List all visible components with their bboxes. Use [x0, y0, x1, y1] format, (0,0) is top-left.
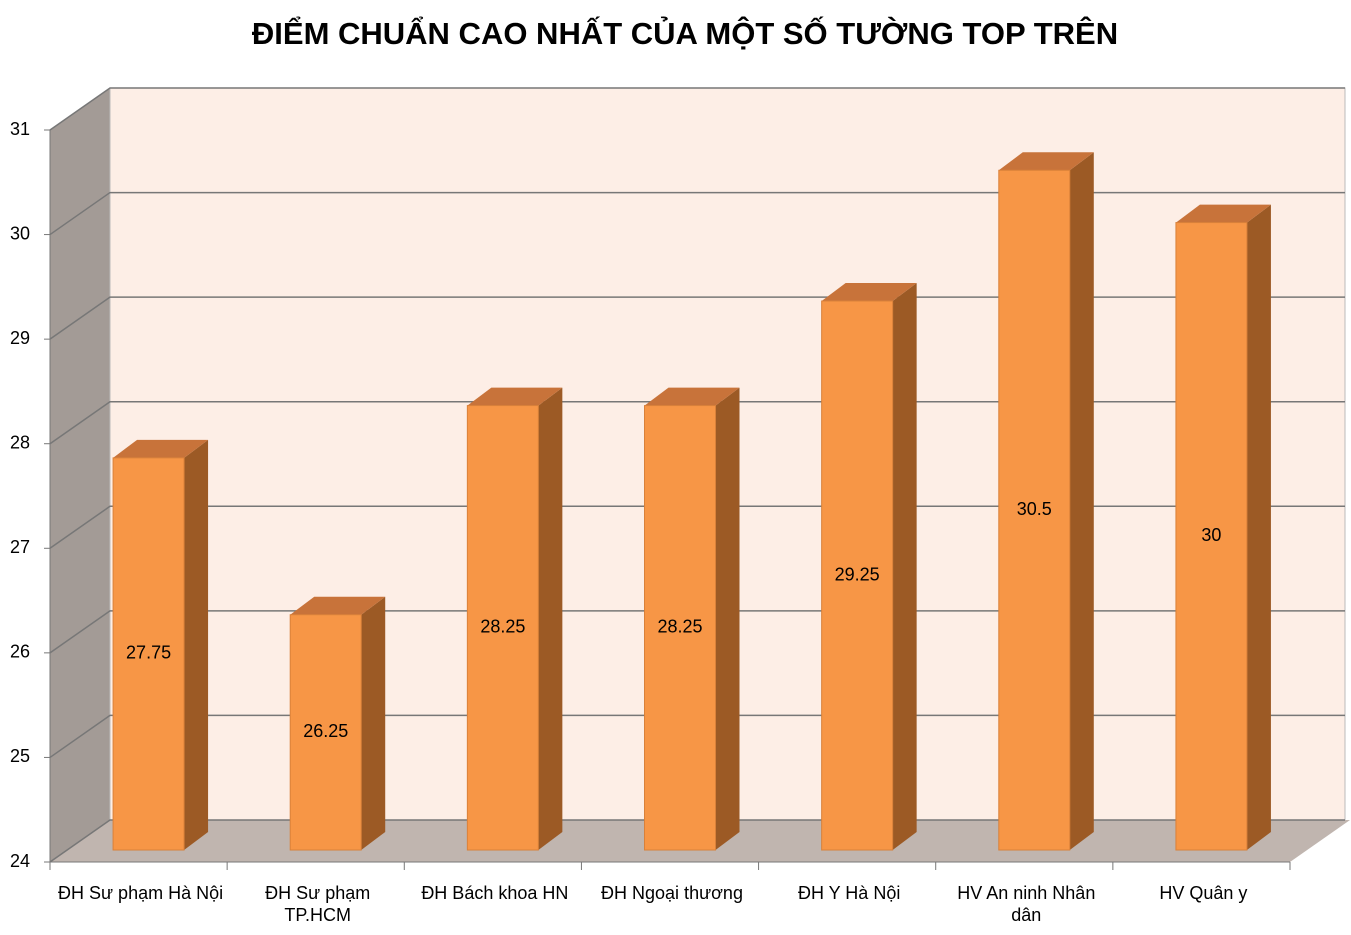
y-tick-label: 24: [10, 851, 30, 871]
y-tick-label: 27: [10, 537, 30, 557]
bar-side: [1069, 152, 1094, 851]
x-tick-label: HV An ninh Nhân dân: [957, 883, 1096, 925]
value-label: 27.75: [126, 643, 171, 663]
value-label: 28.25: [480, 617, 525, 637]
bar-side: [892, 283, 917, 850]
x-tick-label: ĐH Ngoại thương: [601, 883, 743, 903]
y-tick-label: 30: [10, 223, 30, 243]
bar-side: [1246, 204, 1271, 851]
grid-line: [49, 87, 1345, 131]
x-tick-label: ĐH Sư phạm TP.HCM: [265, 883, 371, 925]
y-tick-label: 26: [10, 642, 30, 662]
bar-top: [998, 152, 1094, 171]
x-tick-label: ĐH Sư phạm Hà Nội: [58, 883, 224, 903]
bar-top: [821, 283, 917, 301]
grid-line: [49, 819, 1345, 863]
bar-top: [113, 439, 209, 458]
bar: [821, 300, 894, 851]
bar-top: [290, 596, 386, 615]
x-tick-label: HV Quân y: [1159, 883, 1248, 903]
grid-line: [49, 714, 1345, 759]
bar: [998, 169, 1071, 851]
value-label: 28.25: [657, 617, 702, 637]
y-tick-label: 28: [10, 432, 30, 452]
bar: [289, 614, 362, 851]
y-tick-label: 29: [10, 328, 30, 348]
x-tick-label: ĐH Bách khoa HN: [421, 883, 569, 903]
bar: [1175, 222, 1248, 851]
value-label: 30: [1201, 525, 1221, 545]
bar-top: [467, 387, 563, 406]
bar: [644, 405, 716, 851]
chart-title: ĐIỂM CHUẨN CAO NHẤT CỦA MỘT SỐ TƯỜNG TOP…: [252, 15, 1118, 51]
bar-top: [644, 387, 740, 406]
value-label: 30.5: [1017, 499, 1052, 519]
bar-top: [1175, 204, 1271, 223]
value-label: 29.25: [835, 564, 880, 584]
x-tick-label: ĐH Y Hà Nội: [797, 883, 901, 903]
bar-side: [715, 387, 740, 850]
grid-line: [49, 505, 1345, 549]
bar-side: [184, 439, 209, 850]
left-wall: [50, 88, 110, 862]
y-tick-label: 31: [10, 119, 30, 139]
grid-line: [49, 191, 1345, 236]
grid-line: [49, 400, 1345, 445]
value-label: 26.25: [303, 721, 348, 741]
grid-line: [49, 610, 1345, 654]
bar-side: [361, 596, 386, 850]
grid-line: [49, 296, 1345, 340]
bar-side: [538, 387, 563, 850]
bar: [112, 457, 185, 851]
y-tick-label: 25: [10, 746, 30, 766]
bar: [466, 405, 539, 851]
